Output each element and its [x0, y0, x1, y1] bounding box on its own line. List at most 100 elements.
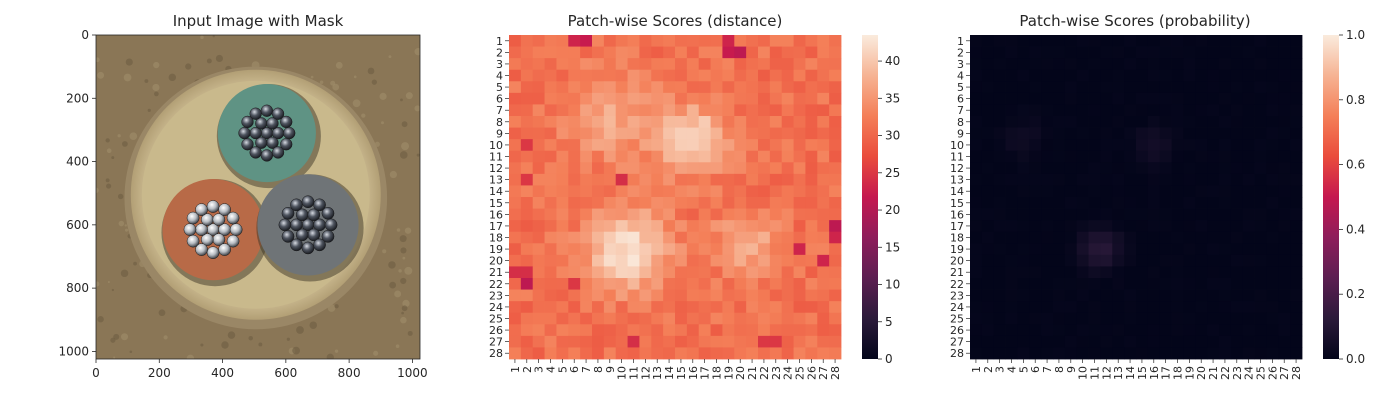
heatmap-cell — [710, 231, 723, 244]
heatmap-cell — [746, 197, 759, 209]
heatmap-cell — [1029, 173, 1042, 186]
heatmap-cell — [1088, 243, 1101, 256]
heatmap-cell — [734, 116, 747, 128]
heatmap-cell — [580, 243, 593, 256]
heatmap-cell — [603, 208, 617, 221]
heatmap-cell — [603, 139, 617, 152]
wire-strand — [313, 238, 326, 252]
heatmap-cell — [639, 104, 652, 117]
x-tick-label: 23 — [1231, 366, 1244, 380]
heatmap-cell — [568, 150, 581, 163]
heatmap-cell — [1029, 301, 1042, 314]
heatmap-cell — [1124, 231, 1137, 244]
heatmap-cell — [663, 127, 676, 140]
heatmap-cell — [710, 324, 723, 337]
heatmap-cell — [710, 92, 723, 105]
heatmap-cell — [627, 92, 640, 105]
heatmap-cell — [675, 162, 688, 175]
heatmap-cell — [1029, 150, 1042, 163]
heatmap-cell — [1207, 347, 1220, 360]
heatmap-cell — [1147, 162, 1161, 175]
wire-strand — [281, 206, 295, 220]
heatmap-cell — [781, 335, 794, 348]
heatmap-cell — [1266, 35, 1279, 47]
heatmap-cell — [675, 231, 688, 244]
heatmap-cell — [710, 185, 723, 198]
heatmap-cell — [675, 173, 688, 186]
heatmap-cell — [686, 289, 700, 302]
texture-speck — [401, 311, 404, 315]
heatmap-cell — [1005, 58, 1018, 71]
heatmap-cell — [793, 289, 806, 302]
heatmap-cell — [993, 278, 1006, 290]
heatmap-cell — [1100, 173, 1113, 186]
x-tick-label: 14 — [663, 366, 676, 380]
heatmap-cell — [1112, 231, 1125, 244]
heatmap-cell — [698, 35, 711, 47]
heatmap-cell — [758, 266, 771, 279]
heatmap-cell — [1207, 116, 1220, 128]
heatmap-cell — [1017, 208, 1030, 221]
heatmap-cell — [1124, 254, 1137, 267]
heatmap-cell — [746, 81, 759, 94]
heatmap-cell — [1219, 185, 1232, 198]
heatmap-cell — [734, 162, 747, 175]
heatmap-cell — [970, 266, 983, 279]
heatmap-cell — [758, 35, 771, 47]
heatmap-cell — [1183, 162, 1196, 175]
heatmap-cell — [663, 254, 676, 267]
texture-speck — [398, 269, 402, 273]
heatmap-cell — [829, 35, 842, 47]
y-tick-label: 11 — [950, 151, 964, 164]
heatmap-cell — [686, 197, 700, 209]
heatmap-cell — [1207, 46, 1220, 59]
heatmap-cell — [1053, 69, 1066, 82]
heatmap-cell — [1219, 92, 1232, 105]
heatmap-cell — [686, 231, 700, 244]
heatmap-cell — [580, 127, 593, 140]
heatmap-cell — [544, 150, 557, 163]
heatmap-cell — [1029, 139, 1042, 152]
heatmap-cell — [1017, 116, 1030, 128]
heatmap-cell — [532, 116, 545, 128]
probability-y-ticks: 1234567891011121314151617181920212223242… — [950, 35, 970, 360]
heatmap-cell — [1041, 185, 1054, 198]
heatmap-cell — [698, 243, 711, 256]
heatmap-cell — [1136, 127, 1149, 140]
heatmap-cell — [675, 289, 688, 302]
heatmap-cell — [568, 173, 581, 186]
heatmap-cell — [1266, 289, 1279, 302]
heatmap-cell — [1207, 162, 1220, 175]
heatmap-cell — [993, 254, 1006, 267]
texture-speck — [129, 350, 133, 354]
heatmap-cell — [1147, 185, 1161, 198]
heatmap-cell — [1112, 173, 1125, 186]
heatmap-cell — [1076, 231, 1089, 244]
heatmap-cell — [1159, 185, 1172, 198]
heatmap-cell — [1242, 58, 1255, 71]
heatmap-cell — [993, 289, 1006, 302]
heatmap-cell — [1147, 220, 1161, 233]
x-tick-label: 27 — [1278, 366, 1291, 380]
heatmap-cell — [698, 289, 711, 302]
wire-strand — [249, 107, 262, 120]
heatmap-cell — [651, 301, 664, 314]
texture-speck — [400, 98, 403, 102]
y-tick-label: 13 — [950, 174, 964, 187]
heatmap-cell — [793, 35, 806, 47]
heatmap-cell — [520, 185, 534, 198]
heatmap-cell — [1088, 104, 1101, 117]
heatmap-cell — [1147, 139, 1161, 152]
heatmap-cell — [1195, 220, 1208, 233]
wire-strand — [307, 208, 321, 222]
x-tick-label: 15 — [675, 366, 688, 380]
heatmap-cell — [1230, 104, 1244, 117]
heatmap-cell — [1266, 301, 1279, 314]
heatmap-cell — [1195, 58, 1208, 71]
heatmap-cell — [1053, 289, 1066, 302]
y-tick-label: 8 — [496, 116, 503, 129]
heatmap-cell — [663, 324, 676, 337]
heatmap-cell — [1290, 289, 1303, 302]
heatmap-cell — [1207, 278, 1220, 290]
heatmap-cell — [1290, 312, 1303, 325]
